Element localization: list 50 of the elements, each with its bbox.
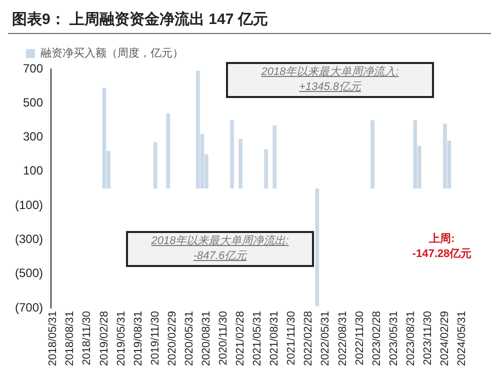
x-tick-label: 2018/11/30 xyxy=(81,310,94,366)
legend-label: 融资净买入额（周度，亿元） xyxy=(40,46,184,60)
bar xyxy=(264,149,268,188)
bar xyxy=(230,120,234,188)
bar xyxy=(370,120,374,188)
bar xyxy=(443,124,447,188)
y-tick-label: 500 xyxy=(22,95,44,110)
bar xyxy=(315,188,320,306)
y-tick-label: (500) xyxy=(15,266,44,280)
y-tick-label: (700) xyxy=(15,300,44,314)
y-tick-label: 100 xyxy=(22,164,44,178)
x-tick-label: 2019/05/31 xyxy=(115,310,128,366)
bar xyxy=(153,142,158,188)
bar xyxy=(196,70,200,188)
x-tick-label: 2018/05/31 xyxy=(47,310,60,366)
x-tick-label: 2022/11/30 xyxy=(354,310,366,366)
y-tick-label: (300) xyxy=(15,232,44,246)
x-tick-label: 2020/08/31 xyxy=(200,310,212,366)
x-tick-label: 2020/11/30 xyxy=(218,310,230,366)
x-tick-label: 2022/05/31 xyxy=(320,310,332,366)
x-tick-label: 2023/02/28 xyxy=(370,310,383,366)
x-tick-label: 2019/02/28 xyxy=(98,310,110,366)
x-tick-label: 2023/08/31 xyxy=(404,310,417,366)
x-tick-label: 2021/05/31 xyxy=(252,310,264,366)
note-box: 2018年以来最大单周净流入: +1345.8亿元 xyxy=(226,62,434,98)
x-tick-label: 2021/08/31 xyxy=(268,310,281,366)
bar xyxy=(166,113,170,188)
x-tick-label: 2021/11/30 xyxy=(286,310,298,366)
note-box: 2018年以来最大单周净流出: -847.6亿元 xyxy=(126,231,314,267)
bar xyxy=(272,125,277,188)
x-tick-label: 2024/05/31 xyxy=(456,310,468,366)
x-tick-label: 2021/02/28 xyxy=(234,310,247,366)
x-tick-label: 2019/11/30 xyxy=(149,310,162,366)
annotation: 上周: -147.28亿元 xyxy=(411,232,473,262)
x-tick-label: 2022/02/28 xyxy=(302,310,315,366)
x-tick-label: 2020/05/31 xyxy=(183,310,196,366)
x-tick-label: 2024/02/29 xyxy=(438,310,451,366)
x-tick-label: 2023/11/30 xyxy=(422,310,434,366)
x-tick-label: 2018/08/31 xyxy=(64,310,76,366)
x-tick-label: 2019/08/31 xyxy=(132,310,144,366)
x-tick-label: 2022/08/31 xyxy=(336,310,349,366)
bar xyxy=(238,138,242,188)
y-tick-label: (100) xyxy=(15,198,44,212)
y-tick-label: 700 xyxy=(22,61,44,76)
bar xyxy=(102,88,106,188)
bar xyxy=(413,120,418,188)
x-tick-label: 2020/02/29 xyxy=(166,310,178,366)
x-tick-label: 2023/05/31 xyxy=(388,310,400,366)
y-tick-label: 300 xyxy=(22,130,44,144)
chart-title: 图表9： 上周融资资金净流出 147 亿元 xyxy=(8,8,491,34)
